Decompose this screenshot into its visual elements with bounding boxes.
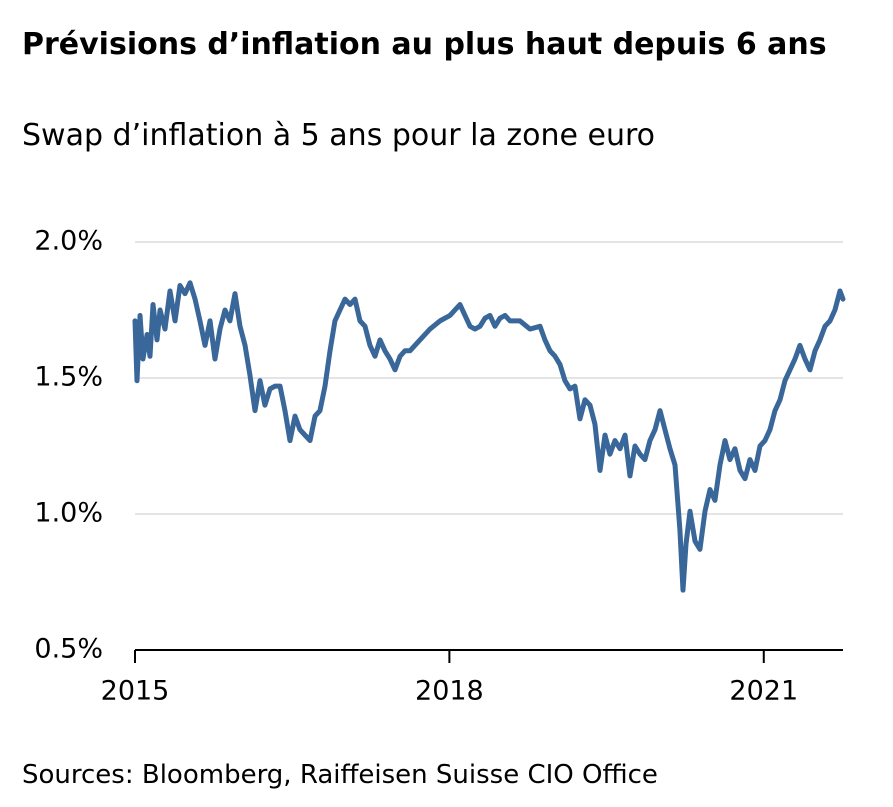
x-tick-label: 2015 — [101, 676, 170, 707]
y-tick-label: 0.5% — [34, 634, 103, 665]
y-tick-label: 2.0% — [34, 226, 103, 257]
chart-subtitle: Swap d’inflation à 5 ans pour la zone eu… — [22, 118, 656, 153]
x-tick-label: 2021 — [729, 676, 798, 707]
y-tick-label: 1.5% — [34, 362, 103, 393]
y-tick-label: 1.0% — [34, 498, 103, 529]
data-line — [132, 280, 846, 593]
x-tick-label: 2018 — [415, 676, 484, 707]
source-note: Sources: Bloomberg, Raiffeisen Suisse CI… — [22, 760, 658, 790]
chart-title: Prévisions d’inflation au plus haut depu… — [22, 27, 827, 62]
